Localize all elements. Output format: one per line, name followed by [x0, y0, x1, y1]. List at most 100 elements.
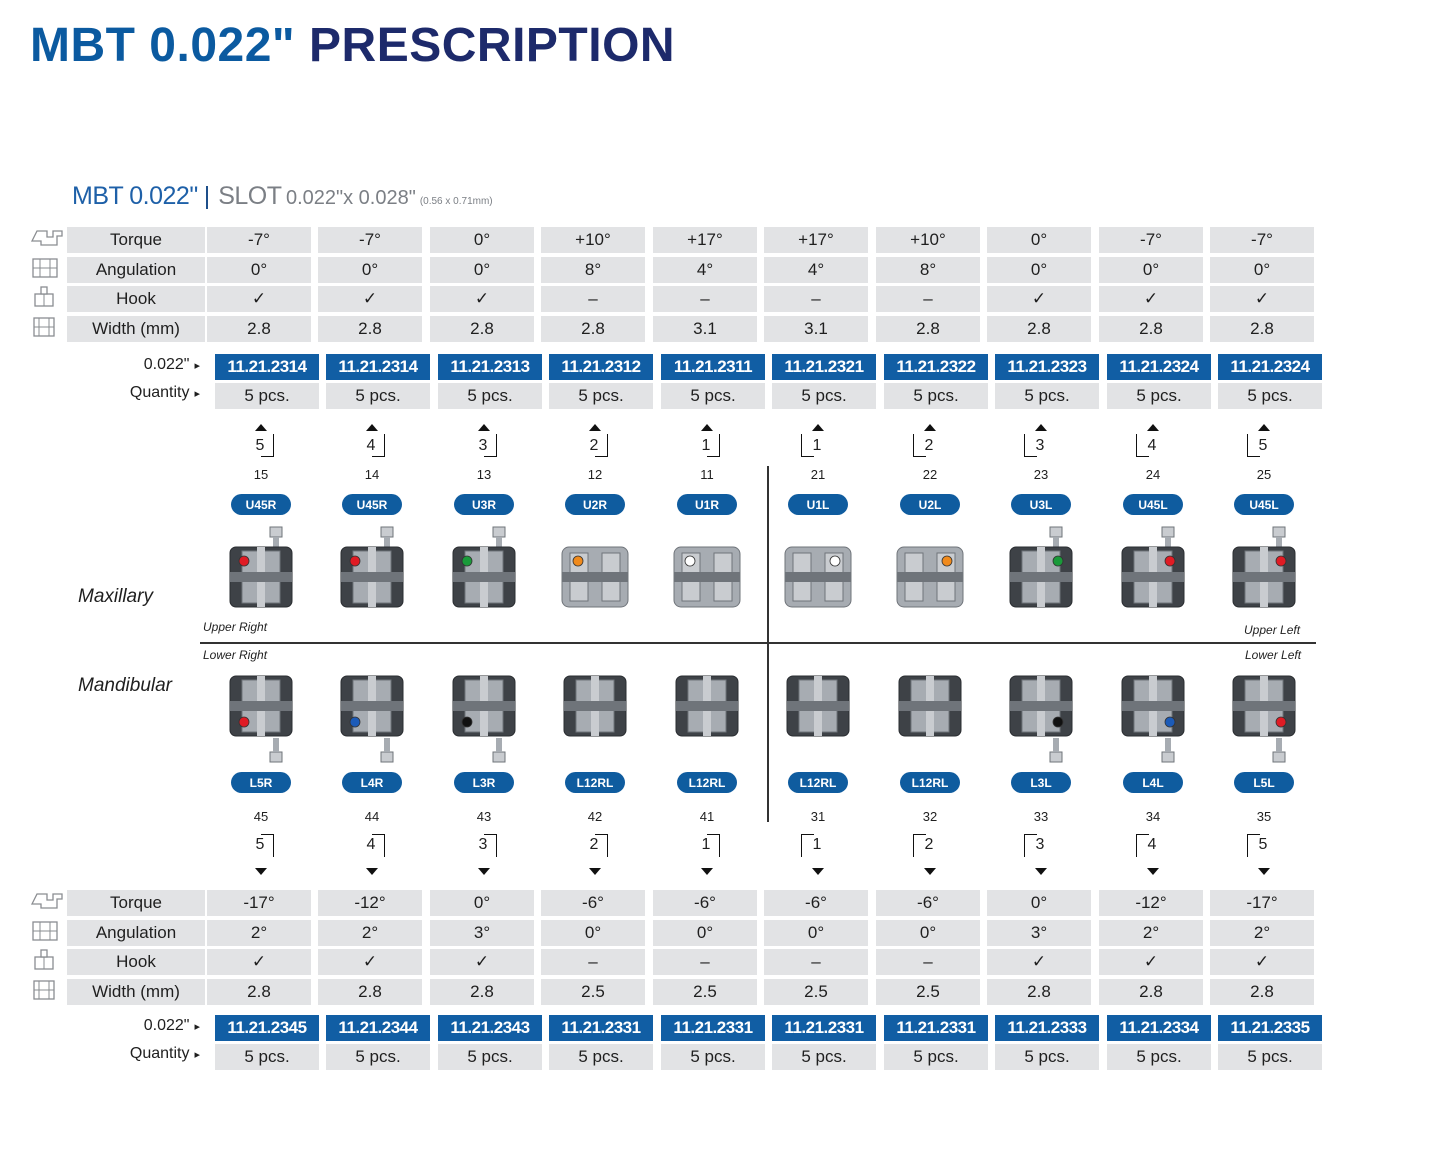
lower-bracket-id[interactable]: L12RL	[900, 772, 960, 793]
triangle-right-icon: ▸	[194, 360, 200, 372]
upper-bracket-id[interactable]: U1L	[788, 494, 848, 515]
upper-hook-cell: ✓	[1210, 286, 1314, 312]
upper-bracket-id[interactable]: U1R	[677, 494, 737, 515]
upper-quantity-cell: 5 pcs.	[884, 383, 988, 409]
upper-palmer-notation: 5	[241, 424, 281, 476]
bracket-angulation-icon	[31, 257, 61, 279]
upper-bracket-id[interactable]: U2R	[565, 494, 625, 515]
lower-torque-cell: -6°	[541, 890, 645, 916]
upper-part-number[interactable]: 11.21.2311	[661, 354, 765, 380]
arrow-up-icon	[1258, 424, 1270, 431]
upper-quantity-cell: 5 pcs.	[326, 383, 430, 409]
lower-angulation-cell: 0°	[653, 920, 757, 946]
quadrant-lower-right: Lower Right	[203, 648, 268, 662]
arrow-down-icon	[589, 868, 601, 875]
lower-torque-cell: -17°	[1210, 890, 1314, 916]
quadrant-upper-left: Upper Left	[1244, 623, 1301, 637]
lower-bracket-id[interactable]: L3L	[1011, 772, 1071, 793]
upper-fdi-number: 14	[364, 467, 380, 482]
lower-palmer-notation: 4	[352, 824, 392, 876]
lower-part-number[interactable]: 11.21.2331	[661, 1015, 765, 1041]
lower-palmer-notation: 2	[575, 824, 615, 876]
lower-bracket-id[interactable]: L12RL	[788, 772, 848, 793]
upper-bracket-id[interactable]: U3R	[454, 494, 514, 515]
upper-fdi-number: 24	[1145, 467, 1161, 482]
lower-angulation-cell: 2°	[1099, 920, 1203, 946]
bracket-torque-icon	[30, 227, 63, 249]
arrow-down-icon	[812, 868, 824, 875]
lower-angulation-cell: 3°	[430, 920, 534, 946]
upper-palmer-notation: 3	[1021, 424, 1061, 476]
upper-part-number[interactable]: 11.21.2323	[995, 354, 1099, 380]
lower-part-number[interactable]: 11.21.2334	[1107, 1015, 1211, 1041]
lower-part-number[interactable]: 11.21.2344	[326, 1015, 430, 1041]
upper-bracket-image	[1229, 525, 1299, 621]
lower-width-cell: 2.8	[430, 979, 534, 1005]
lower-quantity-cell: 5 pcs.	[549, 1044, 653, 1070]
slot-subtitle: MBT 0.022" | SLOT 0.022"x 0.028" (0.56 x 0.…	[72, 182, 493, 211]
lower-quantity-cell: 5 pcs.	[326, 1044, 430, 1070]
lower-width-cell: 2.8	[207, 979, 311, 1005]
upper-quantity-cell: 5 pcs.	[995, 383, 1099, 409]
upper-part-number[interactable]: 11.21.2324	[1107, 354, 1211, 380]
upper-part-number[interactable]: 11.21.2312	[549, 354, 653, 380]
lower-bracket-id[interactable]: L5R	[231, 772, 291, 793]
upper-width-cell: 2.8	[318, 316, 422, 342]
lower-part-number[interactable]: 11.21.2331	[549, 1015, 653, 1041]
lower-hook-cell: ✓	[987, 949, 1091, 975]
lower-bracket-id[interactable]: L12RL	[677, 772, 737, 793]
upper-width-cell: 2.8	[207, 316, 311, 342]
lower-torque-label: Torque	[67, 890, 205, 916]
lower-width-cell: 2.8	[1210, 979, 1314, 1005]
upper-part-number[interactable]: 11.21.2322	[884, 354, 988, 380]
arrow-down-icon	[366, 868, 378, 875]
upper-bracket-id[interactable]: U45L	[1123, 494, 1183, 515]
upper-part-number[interactable]: 11.21.2313	[438, 354, 542, 380]
lower-bracket-id[interactable]: L12RL	[565, 772, 625, 793]
subtitle-mbt: MBT 0.022"	[72, 182, 198, 210]
palmer-number: 5	[255, 437, 265, 454]
lower-part-number[interactable]: 11.21.2343	[438, 1015, 542, 1041]
lower-bracket-id[interactable]: L4R	[342, 772, 402, 793]
lower-torque-cell: -6°	[653, 890, 757, 916]
lower-hook-cell: ✓	[207, 949, 311, 975]
upper-hook-cell: –	[876, 286, 980, 312]
upper-bracket-id[interactable]: U3L	[1011, 494, 1071, 515]
upper-angulation-cell: 4°	[764, 257, 868, 283]
lower-part-number[interactable]: 11.21.2335	[1218, 1015, 1322, 1041]
bracket-width-icon	[31, 979, 61, 1001]
upper-bracket-id[interactable]: U45L	[1234, 494, 1294, 515]
upper-hook-cell: ✓	[207, 286, 311, 312]
lower-hook-cell: ✓	[318, 949, 422, 975]
upper-hook-cell: ✓	[987, 286, 1091, 312]
lower-bracket-id[interactable]: L5L	[1234, 772, 1294, 793]
arrow-up-icon	[478, 424, 490, 431]
upper-angulation-cell: 0°	[207, 257, 311, 283]
lower-palmer-notation: 4	[1133, 824, 1173, 876]
lower-part-number[interactable]: 11.21.2331	[884, 1015, 988, 1041]
subtitle-slot-size: 0.022"x 0.028"	[285, 187, 416, 209]
palmer-quadrant-mark	[372, 434, 385, 457]
upper-bracket-id[interactable]: U45R	[231, 494, 291, 515]
lower-width-cell: 2.8	[318, 979, 422, 1005]
upper-bracket-id[interactable]: U2L	[900, 494, 960, 515]
bracket-angulation-icon	[31, 920, 61, 942]
palmer-quadrant-mark	[1136, 834, 1149, 857]
lower-bracket-id[interactable]: L4L	[1123, 772, 1183, 793]
lower-part-number[interactable]: 11.21.2333	[995, 1015, 1099, 1041]
upper-angulation-cell: 0°	[987, 257, 1091, 283]
upper-bracket-id[interactable]: U45R	[342, 494, 402, 515]
lower-width-cell: 2.5	[541, 979, 645, 1005]
lower-angulation-cell: 0°	[541, 920, 645, 946]
lower-palmer-notation: 1	[798, 824, 838, 876]
lower-part-number[interactable]: 11.21.2345	[215, 1015, 319, 1041]
upper-part-number[interactable]: 11.21.2314	[326, 354, 430, 380]
upper-part-number[interactable]: 11.21.2314	[215, 354, 319, 380]
upper-part-number[interactable]: 11.21.2321	[772, 354, 876, 380]
lower-part-number[interactable]: 11.21.2331	[772, 1015, 876, 1041]
arrow-up-icon	[1035, 424, 1047, 431]
occlusal-divider	[200, 642, 1316, 644]
arrow-up-icon	[812, 424, 824, 431]
lower-bracket-id[interactable]: L3R	[454, 772, 514, 793]
upper-part-number[interactable]: 11.21.2324	[1218, 354, 1322, 380]
